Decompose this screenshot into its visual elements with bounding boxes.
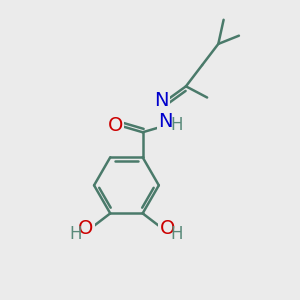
Text: N: N — [158, 112, 173, 131]
Text: O: O — [78, 220, 93, 238]
Text: O: O — [108, 116, 123, 135]
Text: N: N — [154, 91, 168, 110]
Text: H: H — [70, 225, 82, 243]
Text: H: H — [171, 116, 183, 134]
Text: H: H — [170, 225, 183, 243]
Text: O: O — [160, 220, 175, 238]
